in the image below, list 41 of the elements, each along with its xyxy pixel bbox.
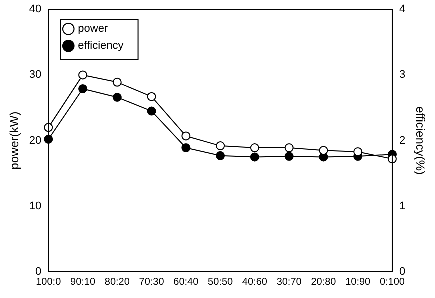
x-tick-label: 0:100 bbox=[380, 276, 406, 288]
point bbox=[78, 84, 88, 94]
point bbox=[216, 151, 226, 160]
point bbox=[319, 146, 328, 156]
point bbox=[147, 92, 156, 102]
x-tick-label: 30:70 bbox=[276, 276, 302, 288]
y-tick-label: 40 bbox=[29, 4, 42, 16]
x-tick-label: 90:10 bbox=[70, 276, 96, 288]
point bbox=[112, 78, 122, 87]
point bbox=[216, 142, 226, 151]
legend-label: efficiency bbox=[78, 40, 124, 52]
y-tick-label: 30 bbox=[29, 69, 42, 82]
y2-tick-label: 0 bbox=[399, 266, 406, 278]
x-tick-label: 60:40 bbox=[174, 276, 200, 288]
x-tick-label: 100:0 bbox=[36, 276, 62, 288]
y2-tick-label: 1 bbox=[399, 200, 406, 212]
x-tick-label: 10:90 bbox=[346, 276, 372, 288]
point bbox=[250, 144, 260, 153]
x-tick-label: 80:20 bbox=[104, 276, 130, 288]
y2-axis-title: efficiency(%) bbox=[413, 106, 428, 176]
point bbox=[112, 93, 122, 102]
point bbox=[284, 152, 294, 162]
y-tick-label: 10 bbox=[29, 200, 42, 212]
y-tick-label: 0 bbox=[36, 266, 42, 278]
x-tick-label: 40:60 bbox=[242, 276, 268, 288]
x-tick-label: 20:80 bbox=[311, 276, 337, 288]
y-axis-title: power(kW) bbox=[8, 112, 22, 170]
point bbox=[354, 147, 363, 156]
point bbox=[284, 144, 294, 153]
point bbox=[78, 70, 88, 80]
legend-label: power bbox=[78, 23, 108, 36]
point bbox=[182, 144, 191, 153]
point bbox=[147, 106, 156, 116]
x-tick-label: 70:30 bbox=[139, 276, 165, 288]
point bbox=[250, 152, 260, 162]
y2-tick-label: 2 bbox=[399, 134, 406, 147]
point bbox=[182, 132, 191, 141]
x-tick-label: 50:50 bbox=[208, 276, 234, 288]
y2-tick-label: 3 bbox=[399, 69, 406, 82]
y-tick-label: 20 bbox=[29, 134, 42, 147]
y2-tick-label: 4 bbox=[399, 4, 406, 16]
